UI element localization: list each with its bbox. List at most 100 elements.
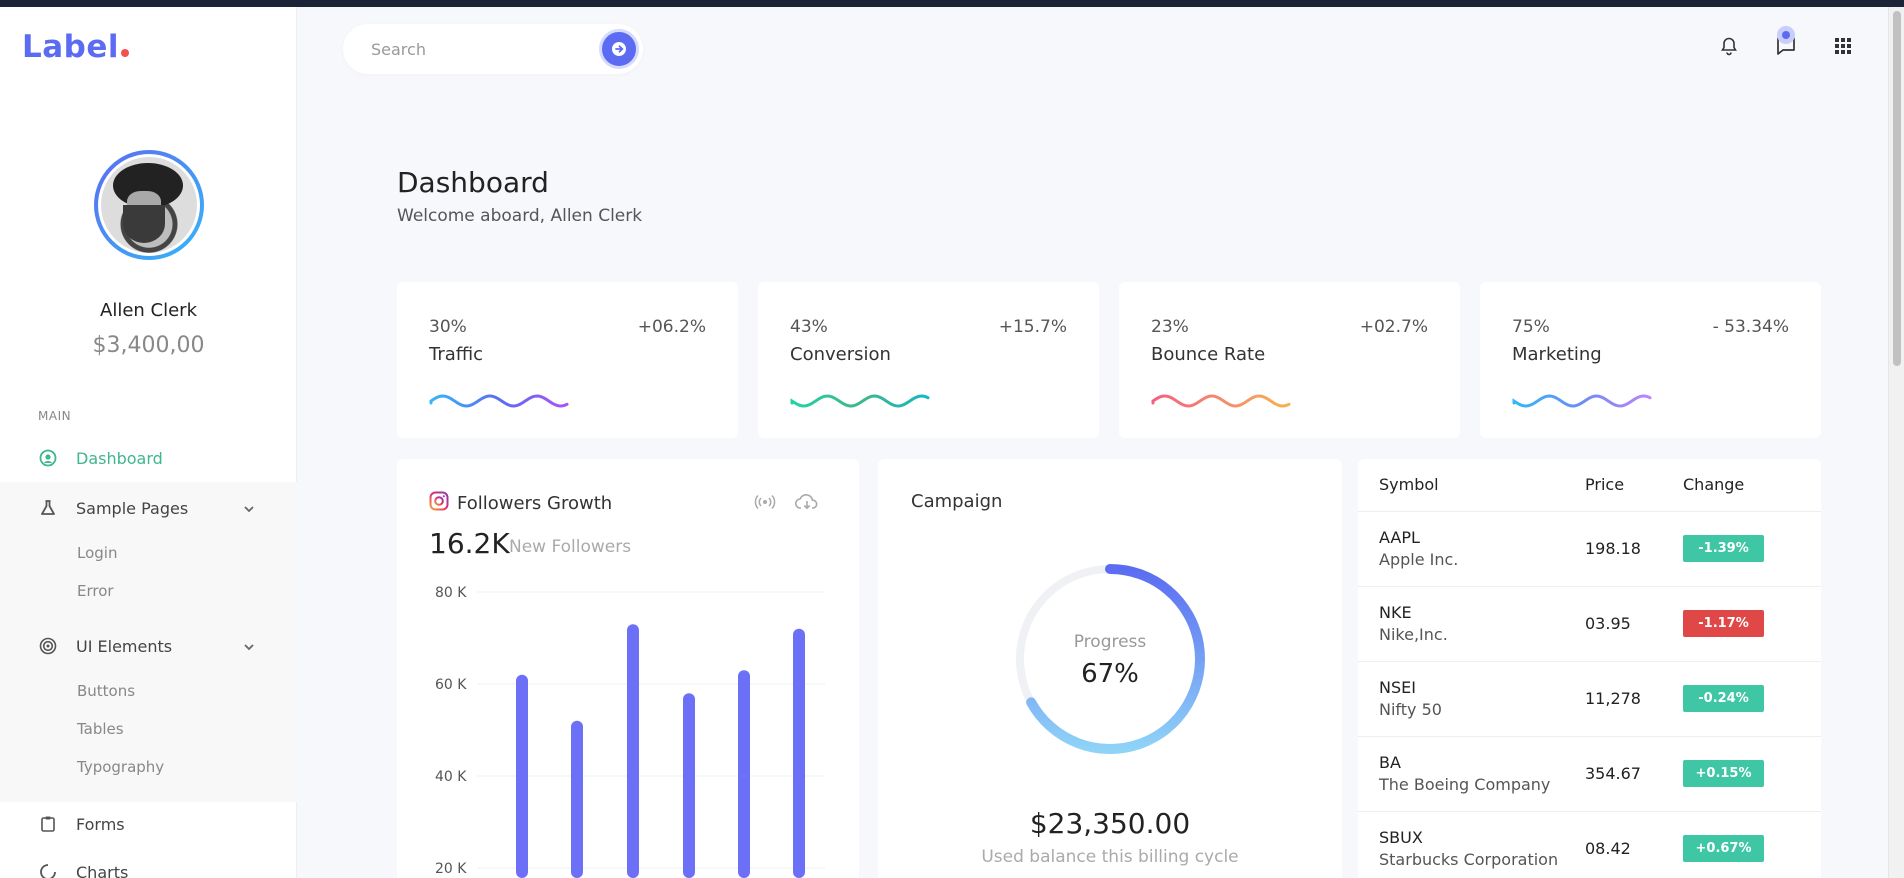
logo-dot [121,49,130,57]
stat-label: Conversion [790,344,891,365]
sidebar-item-label: Forms [76,814,125,834]
stat-label: Traffic [429,344,484,365]
sidebar-item-sample-pages[interactable]: Sample Pages [0,485,297,531]
arrow-right-icon [612,42,626,56]
sidebar-subitem-login[interactable]: Login [77,544,118,562]
chart-bar[interactable] [627,624,639,878]
user-name: Allen Clerk [100,300,197,321]
user-balance: $3,400,00 [92,333,205,358]
table-row[interactable]: SBUX Starbucks Corporation 08.42 +0.67% [1358,811,1821,878]
ring-progress-arc [1026,564,1205,754]
stat-percent: 30% [429,317,467,337]
sidebar-item-charts[interactable]: Charts [0,849,297,878]
instagram-icon [429,491,449,515]
page-scrollbar[interactable] [1888,7,1904,878]
column-header-price: Price [1585,459,1683,512]
notification-dot [1777,26,1795,44]
sidebar-item-ui-elements[interactable]: UI Elements [0,623,297,669]
stock-symbol: AAPL [1379,528,1420,547]
stock-company: Nifty 50 [1379,700,1442,719]
change-cell: -1.17% [1683,586,1821,662]
stat-percent: 75% [1512,317,1550,337]
sidebar-item-label: UI Elements [76,636,173,656]
symbol-cell: NKE Nike,Inc. [1358,586,1585,662]
search-input[interactable] [371,37,571,61]
menu-section-label: MAIN [38,409,72,423]
change-cell: +0.15% [1683,736,1821,812]
clipboard-icon [38,814,58,834]
stat-sparkline [790,394,930,408]
stock-company: Starbucks Corporation [1379,850,1559,869]
sidebar-subitem-tables[interactable]: Tables [77,720,124,738]
bell-icon[interactable] [1717,34,1741,58]
campaign-amount: $23,350.00 [1029,807,1191,840]
stock-price: 354.67 [1585,736,1683,812]
y-tick-label: 40 K [435,769,467,785]
y-tick-label: 60 K [435,677,467,693]
change-badge: +0.67% [1683,835,1764,862]
broadcast-icon[interactable] [754,493,776,515]
progress-value: 67% [1081,659,1139,689]
stocks-card: Symbol Price Change AAPL Apple Inc. 198.18… [1358,459,1821,878]
stock-company: Nike,Inc. [1379,625,1448,644]
search-submit-button[interactable] [599,29,639,69]
sidebar-item-dashboard[interactable]: Dashboard [0,435,297,481]
table-row[interactable]: BA The Boeing Company 354.67 +0.15% [1358,736,1821,812]
stat-change: +06.2% [637,317,706,337]
scrollbar-thumb[interactable] [1893,11,1901,366]
stat-sparkline [429,394,569,408]
chart-bar[interactable] [571,720,583,878]
stock-symbol: NSEI [1379,678,1416,697]
followers-bar-chart: 80 K 60 K 40 K 20 K [435,585,825,878]
avatar[interactable] [94,150,204,260]
target-icon [38,636,58,656]
sidebar-subitem-error[interactable]: Error [77,582,114,600]
table-row[interactable]: NKE Nike,Inc. 03.95 -1.17% [1358,586,1821,662]
table-header-row: Symbol Price Change [1358,459,1821,512]
sidebar-item-forms[interactable]: Forms [0,801,297,847]
campaign-card: Campaign Progress 67% $23,350.00 Used ba… [878,459,1342,878]
stock-symbol: NKE [1379,603,1412,622]
stat-change: - 53.34% [1712,317,1789,337]
stat-card-conversion: 43% +15.7% Conversion [758,282,1099,438]
sidebar-item-label: Sample Pages [76,498,189,518]
sparkline-path [1512,394,1652,408]
stock-company: The Boeing Company [1379,775,1551,794]
sidebar-subitem-buttons[interactable]: Buttons [77,682,136,700]
search-box [343,24,643,74]
campaign-title: Campaign [911,491,1003,512]
chart-bar[interactable] [683,693,695,878]
chart-bar[interactable] [793,628,805,878]
stat-label: Bounce Rate [1151,344,1266,365]
sidebar-subitem-typography[interactable]: Typography [77,758,165,776]
stock-price: 08.42 [1585,811,1683,878]
stat-sparkline [1151,394,1291,408]
stat-percent: 23% [1151,317,1189,337]
stat-percent: 43% [790,317,828,337]
sparkline-path [790,394,930,408]
chevron-down-icon [243,638,255,657]
symbol-cell: BA The Boeing Company [1358,736,1585,812]
sidebar-item-label: Dashboard [76,448,163,468]
change-cell: -0.24% [1683,661,1821,737]
table-row[interactable]: NSEI Nifty 50 11,278 -0.24% [1358,661,1821,737]
stock-price: 11,278 [1585,661,1683,737]
apps-grid-icon[interactable] [1831,34,1855,58]
chart-bar[interactable] [516,674,528,878]
symbol-cell: SBUX Starbucks Corporation [1358,811,1585,878]
stat-sparkline [1512,394,1652,408]
campaign-progress-ring [1016,564,1205,754]
change-badge: +0.15% [1683,760,1764,787]
table-row[interactable]: AAPL Apple Inc. 198.18 -1.39% [1358,511,1821,587]
cloud-download-icon[interactable] [794,492,819,516]
followers-count: 16.2K [429,527,510,560]
change-badge: -1.17% [1683,610,1764,637]
followers-growth-card: Followers Growth 16.2K New Followers 80 … [397,459,859,878]
logo[interactable]: Label [22,29,130,65]
page-subtitle: Welcome aboard, Allen Clerk [397,206,643,226]
stock-price: 03.95 [1585,586,1683,662]
chart-bar[interactable] [738,670,750,878]
change-cell: -1.39% [1683,511,1821,587]
chevron-down-icon [243,500,255,519]
symbol-cell: AAPL Apple Inc. [1358,511,1585,587]
